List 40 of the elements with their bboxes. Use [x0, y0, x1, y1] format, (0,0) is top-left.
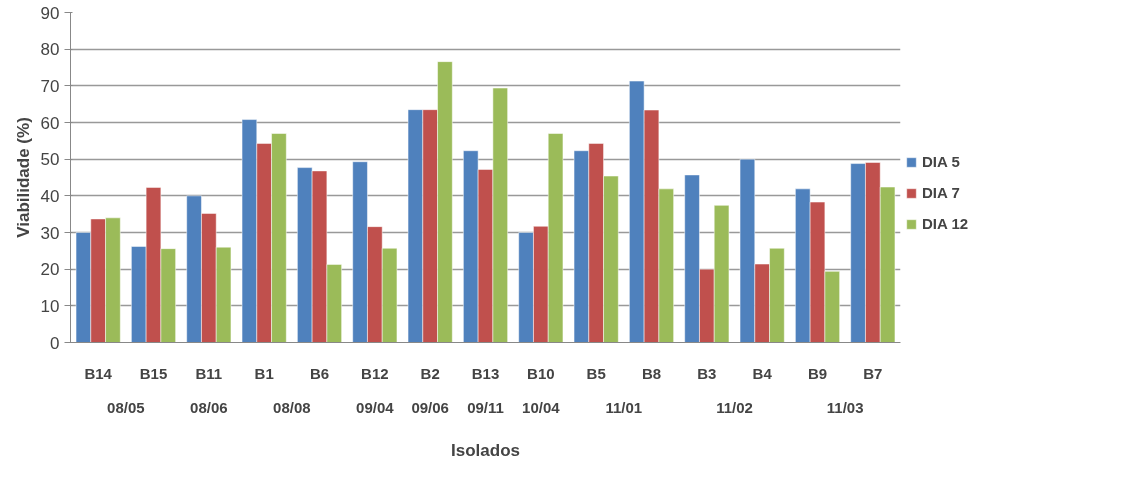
- text: 10/04: [522, 398, 561, 416]
- text: 08/05: [107, 398, 145, 416]
- text: 08/06: [190, 398, 228, 416]
- text: 11/02: [716, 398, 753, 416]
- y-axis-title: Viabilidade (%): [13, 117, 33, 238]
- text: 11/01: [605, 398, 643, 416]
- x-tick-label: B7: [863, 364, 883, 382]
- y-tick-label: 60: [40, 113, 60, 133]
- y-tick-label: 90: [40, 3, 60, 23]
- y-tick-label: 70: [40, 76, 60, 96]
- y-tick-label: 0: [50, 333, 60, 353]
- x-tick-label: B2: [420, 364, 440, 382]
- x-axis-title: Isolados: [451, 440, 520, 460]
- y-tick-label: 50: [40, 150, 60, 170]
- x-tick-label: B4: [752, 364, 773, 382]
- x-tick-label: B5: [586, 364, 606, 382]
- text: 09/04: [356, 398, 395, 416]
- y-tick-label: 80: [40, 40, 60, 60]
- x-tick-label: B13: [471, 364, 500, 382]
- text: 11/03: [826, 398, 864, 416]
- x-tick-label: B11: [195, 364, 223, 382]
- x-tick-label: B9: [807, 364, 828, 382]
- x-tick-label: B3: [697, 364, 717, 382]
- text: 08/08: [273, 398, 311, 416]
- legend-label: DIA 5: [922, 153, 960, 170]
- y-tick-label: 10: [40, 296, 60, 316]
- x-tick-label: B1: [254, 364, 274, 382]
- y-tick-label: 30: [40, 223, 60, 243]
- text: 09/11: [467, 398, 504, 416]
- x-tick-label: B14: [84, 364, 113, 382]
- legend-label: DIA 12: [922, 215, 969, 232]
- y-tick-label: 40: [40, 186, 60, 206]
- legend-label: DIA 7: [922, 184, 960, 201]
- x-tick-label: B10: [527, 364, 555, 382]
- x-tick-label: B15: [139, 364, 168, 382]
- text: 09/06: [411, 398, 449, 416]
- x-tick-label: B12: [361, 364, 389, 382]
- y-tick-label: 20: [40, 260, 60, 280]
- x-tick-label: B8: [641, 364, 662, 382]
- x-tick-label: B6: [309, 364, 330, 382]
